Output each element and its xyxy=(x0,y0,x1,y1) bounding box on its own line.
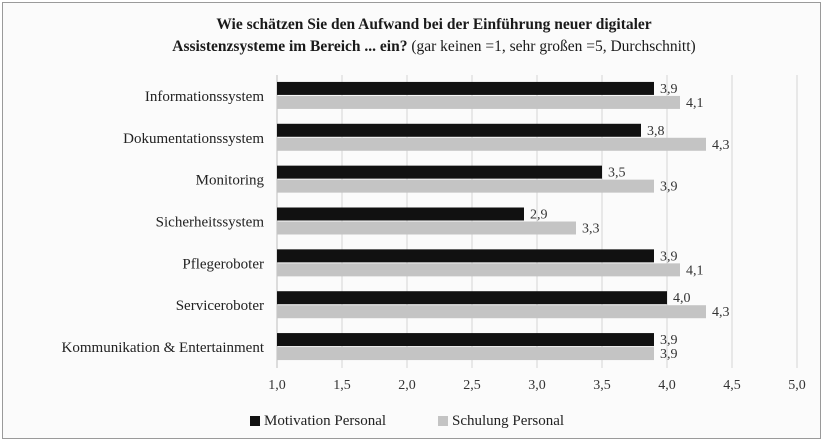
data-label: 3,9 xyxy=(660,249,678,264)
legend: Motivation Personal Schulung Personal xyxy=(250,413,564,429)
chart-title-line-1: Wie schätzen Sie den Aufwand bei der Ein… xyxy=(216,16,651,33)
data-label: 3,9 xyxy=(660,82,678,97)
data-labels: 3,94,13,84,33,53,92,93,33,94,14,04,33,93… xyxy=(530,82,730,362)
data-label: 3,9 xyxy=(660,180,678,195)
x-tick-label: 4,0 xyxy=(658,378,676,393)
bar xyxy=(277,95,680,109)
bar xyxy=(277,249,654,263)
category-label: Pflegeroboter xyxy=(182,256,264,272)
x-tick-label: 1,0 xyxy=(268,378,286,393)
data-label: 4,3 xyxy=(712,138,730,153)
category-labels: Informationssystem Dokumentationssystem Mo… xyxy=(62,89,265,356)
x-tick-label: 1,5 xyxy=(333,378,351,393)
bar xyxy=(277,333,654,347)
legend-label-motivation: Motivation Personal xyxy=(264,413,386,429)
data-label: 3,9 xyxy=(660,347,678,362)
data-label: 3,9 xyxy=(660,333,678,348)
category-label: Dokumentationssystem xyxy=(123,131,264,147)
chart-title-line-2-scale: (gar keinen =1, sehr großen =5, Durchsch… xyxy=(407,38,695,55)
bar xyxy=(277,347,654,361)
bar xyxy=(277,123,641,137)
category-label: Kommunikation & Entertainment xyxy=(62,340,265,356)
bar xyxy=(277,221,576,235)
legend-swatch-schulung xyxy=(438,416,448,426)
x-tick-label: 2,0 xyxy=(398,378,416,393)
x-tick-label: 4,5 xyxy=(723,378,741,393)
bar xyxy=(277,207,524,221)
category-label: Informationssystem xyxy=(145,89,264,105)
chart-title-line-2-bold: Assistenzsysteme im Bereich ... ein? xyxy=(172,38,407,55)
x-tick-label: 3,0 xyxy=(528,378,546,393)
x-tick-label: 5,0 xyxy=(788,378,806,393)
bar xyxy=(277,291,667,305)
category-label: Monitoring xyxy=(196,173,265,189)
bar xyxy=(277,81,654,95)
category-label: Sicherheitssystem xyxy=(156,215,265,231)
bar xyxy=(277,305,706,319)
data-label: 2,9 xyxy=(530,208,548,223)
data-label: 3,8 xyxy=(647,124,665,139)
data-label: 4,1 xyxy=(686,263,704,278)
bar xyxy=(277,137,706,151)
data-label: 3,5 xyxy=(608,166,626,181)
legend-label-schulung: Schulung Personal xyxy=(452,413,564,429)
bar xyxy=(277,179,654,193)
x-tick-label: 3,5 xyxy=(593,378,611,393)
bar xyxy=(277,263,680,277)
legend-swatch-motivation xyxy=(250,416,260,426)
data-label: 3,3 xyxy=(582,222,600,237)
chart-title-line-2: Assistenzsysteme im Bereich ... ein? (ga… xyxy=(172,38,695,55)
category-label: Serviceroboter xyxy=(176,298,264,314)
bars xyxy=(277,81,706,361)
data-label: 4,3 xyxy=(712,305,730,320)
data-label: 4,0 xyxy=(673,291,691,306)
data-label: 4,1 xyxy=(686,96,704,111)
x-axis-ticks: 1,0 1,5 2,0 2,5 3,0 3,5 4,0 4,5 5,0 xyxy=(268,378,806,393)
bar xyxy=(277,165,602,179)
x-tick-label: 2,5 xyxy=(463,378,481,393)
